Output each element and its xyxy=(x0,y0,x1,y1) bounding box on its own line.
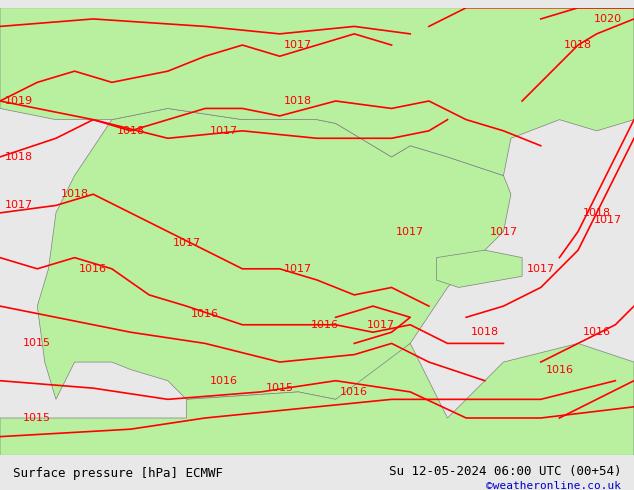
Text: ©weatheronline.co.uk: ©weatheronline.co.uk xyxy=(486,481,621,490)
Polygon shape xyxy=(436,250,522,288)
Text: 1018: 1018 xyxy=(284,96,313,106)
Text: 1017: 1017 xyxy=(396,226,424,237)
Text: 1017: 1017 xyxy=(4,200,33,210)
Text: 1019: 1019 xyxy=(4,96,33,106)
Text: 1017: 1017 xyxy=(366,320,394,330)
Text: 1017: 1017 xyxy=(284,40,313,50)
Text: 1020: 1020 xyxy=(594,14,622,24)
Text: 1016: 1016 xyxy=(311,320,339,330)
Text: 1018: 1018 xyxy=(583,208,611,218)
Text: 1018: 1018 xyxy=(60,189,89,199)
Polygon shape xyxy=(37,108,511,399)
Polygon shape xyxy=(0,343,634,455)
Text: 1018: 1018 xyxy=(4,152,33,162)
Text: 1016: 1016 xyxy=(79,264,107,274)
Text: 1017: 1017 xyxy=(594,215,622,225)
Text: 1016: 1016 xyxy=(545,365,573,374)
Text: 1017: 1017 xyxy=(527,264,555,274)
Text: 1015: 1015 xyxy=(23,413,51,423)
Text: 1017: 1017 xyxy=(210,126,238,136)
Text: 1015: 1015 xyxy=(266,383,294,393)
Text: Su 12-05-2024 06:00 UTC (00+54): Su 12-05-2024 06:00 UTC (00+54) xyxy=(389,465,621,478)
Text: 1018: 1018 xyxy=(471,327,499,337)
Text: 1016: 1016 xyxy=(210,376,238,386)
Text: 1017: 1017 xyxy=(284,264,313,274)
Text: 1016: 1016 xyxy=(191,309,219,318)
Text: 1018: 1018 xyxy=(564,40,592,50)
Text: Surface pressure [hPa] ECMWF: Surface pressure [hPa] ECMWF xyxy=(13,467,223,480)
Polygon shape xyxy=(0,8,634,175)
Text: 1018: 1018 xyxy=(117,126,145,136)
Text: 1017: 1017 xyxy=(489,226,517,237)
Text: 1016: 1016 xyxy=(340,387,368,397)
Text: 1015: 1015 xyxy=(23,339,51,348)
Text: 1017: 1017 xyxy=(172,238,200,248)
Text: 1016: 1016 xyxy=(583,327,611,337)
